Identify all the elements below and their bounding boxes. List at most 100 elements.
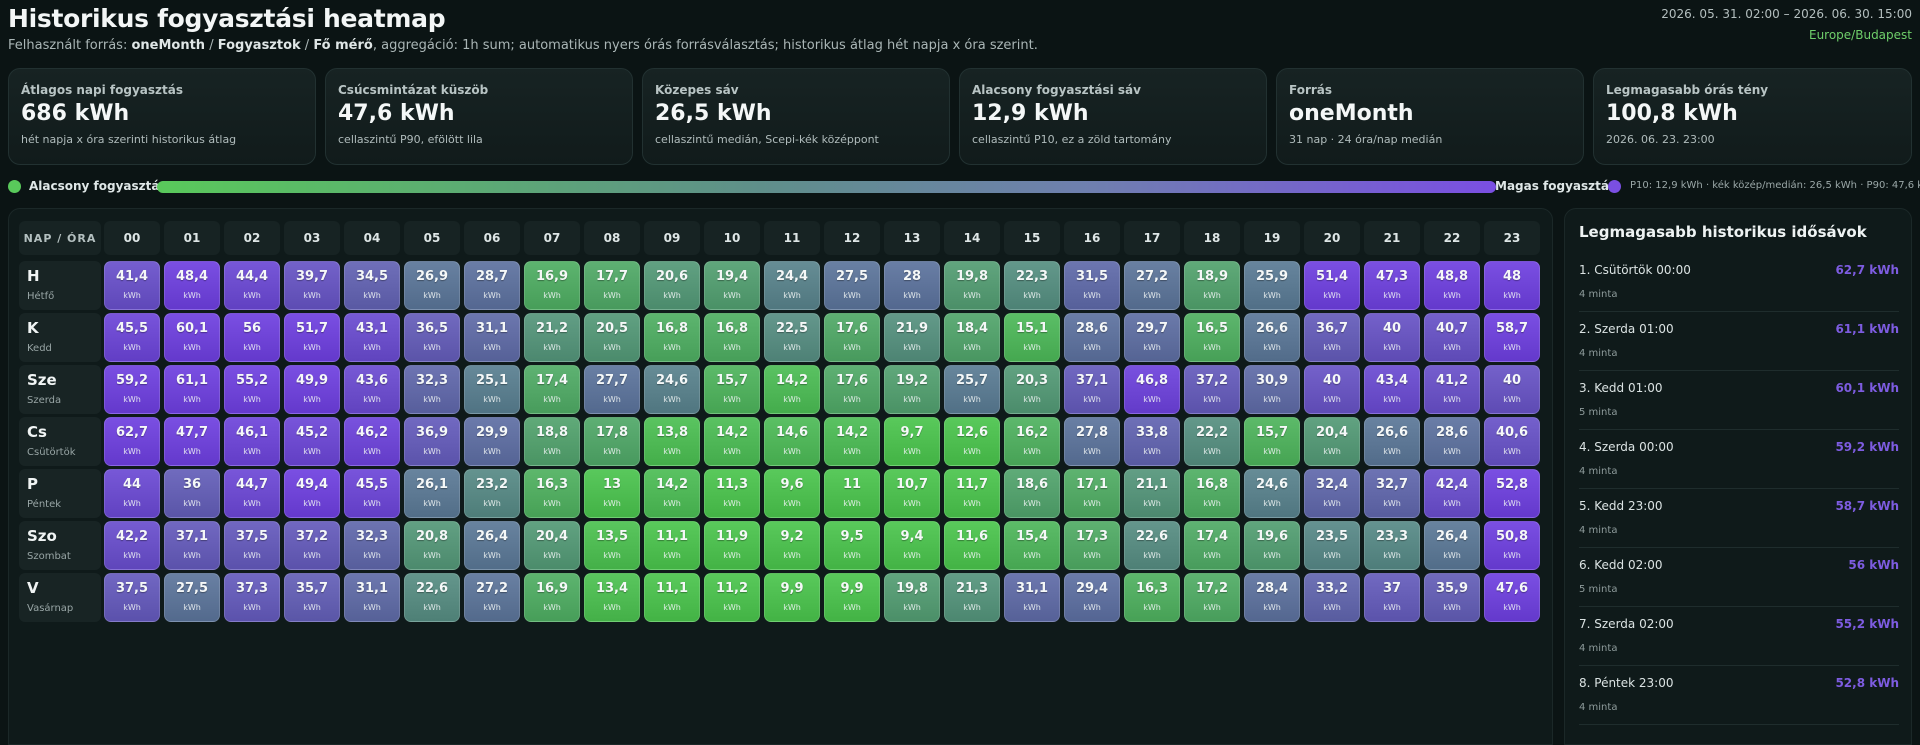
heatmap-cell[interactable]: 31,1 kWh (464, 313, 520, 362)
heatmap-cell[interactable]: 40,7 kWh (1424, 313, 1480, 362)
heatmap-cell[interactable]: 26,6 kWh (1244, 313, 1300, 362)
heatmap-cell[interactable]: 27,5 kWh (824, 261, 880, 310)
heatmap-cell[interactable]: 9,2 kWh (764, 521, 820, 570)
heatmap-cell[interactable]: 14,6 kWh (764, 417, 820, 466)
heatmap-cell[interactable]: 29,7 kWh (1124, 313, 1180, 362)
heatmap-cell[interactable]: 36 kWh (164, 469, 220, 518)
heatmap-cell[interactable]: 11,1 kWh (644, 521, 700, 570)
heatmap-cell[interactable]: 11,9 kWh (704, 521, 760, 570)
heatmap-cell[interactable]: 46,8 kWh (1124, 365, 1180, 414)
heatmap-cell[interactable]: 37,3 kWh (224, 573, 280, 622)
heatmap-cell[interactable]: 19,8 kWh (884, 573, 940, 622)
heatmap-cell[interactable]: 40 kWh (1364, 313, 1420, 362)
heatmap-cell[interactable]: 27,7 kWh (584, 365, 640, 414)
heatmap-cell[interactable]: 28,7 kWh (464, 261, 520, 310)
heatmap-cell[interactable]: 20,6 kWh (644, 261, 700, 310)
heatmap-cell[interactable]: 44,7 kWh (224, 469, 280, 518)
heatmap-cell[interactable]: 17,8 kWh (584, 417, 640, 466)
top-slot-item[interactable]: 1. Csütörtök 00:00 62,7 kWh 4 minta (1579, 253, 1899, 312)
heatmap-cell[interactable]: 45,5 kWh (344, 469, 400, 518)
heatmap-cell[interactable]: 25,7 kWh (944, 365, 1000, 414)
heatmap-cell[interactable]: 62,7 kWh (104, 417, 160, 466)
heatmap-cell[interactable]: 33,2 kWh (1304, 573, 1360, 622)
heatmap-cell[interactable]: 23,2 kWh (464, 469, 520, 518)
heatmap-cell[interactable]: 11,6 kWh (944, 521, 1000, 570)
heatmap-cell[interactable]: 27,8 kWh (1064, 417, 1120, 466)
heatmap-cell[interactable]: 61,1 kWh (164, 365, 220, 414)
heatmap-cell[interactable]: 10,7 kWh (884, 469, 940, 518)
heatmap-cell[interactable]: 37,1 kWh (164, 521, 220, 570)
heatmap-cell[interactable]: 16,8 kWh (644, 313, 700, 362)
heatmap-cell[interactable]: 9,6 kWh (764, 469, 820, 518)
heatmap-cell[interactable]: 59,2 kWh (104, 365, 160, 414)
heatmap-cell[interactable]: 20,4 kWh (1304, 417, 1360, 466)
heatmap-cell[interactable]: 44,4 kWh (224, 261, 280, 310)
top-slot-item[interactable]: 4. Szerda 00:00 59,2 kWh 4 minta (1579, 430, 1899, 489)
heatmap-cell[interactable]: 14,2 kWh (644, 469, 700, 518)
top-slot-item[interactable]: 6. Kedd 02:00 56 kWh 5 minta (1579, 548, 1899, 607)
heatmap-cell[interactable]: 13 kWh (584, 469, 640, 518)
heatmap-cell[interactable]: 19,6 kWh (1244, 521, 1300, 570)
heatmap-cell[interactable]: 22,3 kWh (1004, 261, 1060, 310)
heatmap-cell[interactable]: 41,4 kWh (104, 261, 160, 310)
heatmap-cell[interactable]: 28,4 kWh (1244, 573, 1300, 622)
heatmap-cell[interactable]: 16,8 kWh (1184, 469, 1240, 518)
heatmap-cell[interactable]: 14,2 kWh (704, 417, 760, 466)
heatmap-cell[interactable]: 47,6 kWh (1484, 573, 1540, 622)
heatmap-cell[interactable]: 17,4 kWh (1184, 521, 1240, 570)
heatmap-cell[interactable]: 14,2 kWh (824, 417, 880, 466)
heatmap-cell[interactable]: 12,6 kWh (944, 417, 1000, 466)
heatmap-cell[interactable]: 22,6 kWh (404, 573, 460, 622)
heatmap-cell[interactable]: 55,2 kWh (224, 365, 280, 414)
heatmap-cell[interactable]: 31,1 kWh (344, 573, 400, 622)
heatmap-cell[interactable]: 35,9 kWh (1424, 573, 1480, 622)
heatmap-cell[interactable]: 14,2 kWh (764, 365, 820, 414)
heatmap-cell[interactable]: 20,3 kWh (1004, 365, 1060, 414)
heatmap-cell[interactable]: 26,4 kWh (1424, 521, 1480, 570)
heatmap-cell[interactable]: 25,9 kWh (1244, 261, 1300, 310)
heatmap-cell[interactable]: 46,1 kWh (224, 417, 280, 466)
heatmap-cell[interactable]: 16,5 kWh (1184, 313, 1240, 362)
heatmap-cell[interactable]: 28,6 kWh (1064, 313, 1120, 362)
heatmap-cell[interactable]: 16,9 kWh (524, 261, 580, 310)
heatmap-cell[interactable]: 9,9 kWh (764, 573, 820, 622)
heatmap-cell[interactable]: 9,7 kWh (884, 417, 940, 466)
heatmap-cell[interactable]: 36,7 kWh (1304, 313, 1360, 362)
heatmap-cell[interactable]: 45,5 kWh (104, 313, 160, 362)
heatmap-cell[interactable]: 18,4 kWh (944, 313, 1000, 362)
heatmap-cell[interactable]: 60,1 kWh (164, 313, 220, 362)
heatmap-cell[interactable]: 35,7 kWh (284, 573, 340, 622)
heatmap-cell[interactable]: 15,4 kWh (1004, 521, 1060, 570)
heatmap-cell[interactable]: 11,3 kWh (704, 469, 760, 518)
heatmap-cell[interactable]: 33,8 kWh (1124, 417, 1180, 466)
heatmap-cell[interactable]: 48,4 kWh (164, 261, 220, 310)
heatmap-cell[interactable]: 17,6 kWh (824, 313, 880, 362)
heatmap-cell[interactable]: 43,1 kWh (344, 313, 400, 362)
heatmap-cell[interactable]: 26,6 kWh (1364, 417, 1420, 466)
heatmap-cell[interactable]: 58,7 kWh (1484, 313, 1540, 362)
heatmap-cell[interactable]: 17,4 kWh (524, 365, 580, 414)
heatmap-cell[interactable]: 20,4 kWh (524, 521, 580, 570)
heatmap-cell[interactable]: 32,4 kWh (1304, 469, 1360, 518)
heatmap-cell[interactable]: 43,6 kWh (344, 365, 400, 414)
heatmap-cell[interactable]: 39,7 kWh (284, 261, 340, 310)
heatmap-cell[interactable]: 34,5 kWh (344, 261, 400, 310)
heatmap-cell[interactable]: 36,5 kWh (404, 313, 460, 362)
heatmap-cell[interactable]: 29,4 kWh (1064, 573, 1120, 622)
heatmap-cell[interactable]: 11,7 kWh (944, 469, 1000, 518)
top-slot-item[interactable]: 8. Péntek 23:00 52,8 kWh 4 minta (1579, 666, 1899, 725)
heatmap-cell[interactable]: 20,5 kWh (584, 313, 640, 362)
heatmap-cell[interactable]: 47,7 kWh (164, 417, 220, 466)
heatmap-cell[interactable]: 47,3 kWh (1364, 261, 1420, 310)
heatmap-cell[interactable]: 16,9 kWh (524, 573, 580, 622)
heatmap-cell[interactable]: 21,1 kWh (1124, 469, 1180, 518)
heatmap-cell[interactable]: 15,1 kWh (1004, 313, 1060, 362)
heatmap-cell[interactable]: 17,1 kWh (1064, 469, 1120, 518)
heatmap-cell[interactable]: 31,1 kWh (1004, 573, 1060, 622)
heatmap-cell[interactable]: 37,2 kWh (284, 521, 340, 570)
heatmap-cell[interactable]: 27,5 kWh (164, 573, 220, 622)
heatmap-cell[interactable]: 48 kWh (1484, 261, 1540, 310)
heatmap-cell[interactable]: 17,6 kWh (824, 365, 880, 414)
heatmap-cell[interactable]: 46,2 kWh (344, 417, 400, 466)
heatmap-cell[interactable]: 21,2 kWh (524, 313, 580, 362)
